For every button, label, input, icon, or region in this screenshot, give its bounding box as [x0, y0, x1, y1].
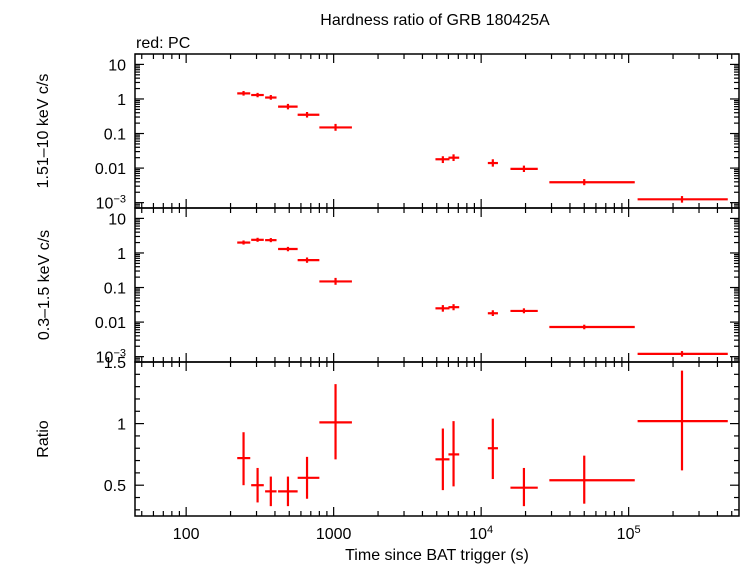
y-tick-label-text: 10 — [96, 350, 114, 367]
soft-band-y-axis-label: 0.3–1.5 keV c/s — [36, 230, 53, 340]
data-point — [448, 421, 460, 487]
y-tick-label-text: 1 — [117, 246, 126, 263]
x-tick-label: 100 — [173, 526, 200, 543]
ratio-y-tick-labels: 1.5 1 0.5 — [104, 355, 126, 495]
data-point — [487, 310, 498, 316]
data-point — [487, 159, 498, 167]
y-tick-label: 10−3 — [96, 194, 126, 213]
ratio-data-points — [237, 370, 728, 507]
x-tick-label-exponent: 5 — [634, 524, 640, 536]
data-point — [549, 179, 635, 186]
data-point — [251, 237, 264, 242]
data-point — [297, 257, 320, 263]
y-tick-label: 1 — [117, 246, 126, 263]
data-point — [237, 240, 251, 245]
data-point — [237, 432, 251, 486]
data-point — [510, 467, 538, 507]
data-point — [435, 428, 450, 491]
y-tick-label: 1 — [117, 92, 126, 109]
y-tick-label: 0.5 — [104, 478, 126, 495]
x-tick-label-text: 1000 — [316, 526, 352, 543]
y-tick-label: 0.1 — [104, 281, 126, 298]
data-point — [278, 103, 298, 110]
hard-band-ticks — [135, 53, 739, 209]
ratio-panel: 1.5 1 0.5 Ratio — [35, 355, 740, 517]
data-point — [319, 123, 352, 131]
data-point — [448, 154, 460, 162]
y-tick-label-text: 0.1 — [104, 127, 126, 144]
x-tick-label: 105 — [617, 524, 641, 543]
data-point — [265, 95, 277, 100]
y-tick-label: 0.1 — [104, 127, 126, 144]
y-tick-label: 1.5 — [104, 355, 126, 372]
series-legend: red: PC — [136, 35, 190, 52]
y-tick-label-text: 10 — [108, 57, 126, 74]
data-point — [487, 418, 498, 480]
x-tick-label-text: 10 — [469, 526, 487, 543]
soft-band-ticks — [135, 207, 739, 363]
y-tick-label-text: 10 — [96, 196, 114, 213]
y-tick-label-text: 0.01 — [95, 315, 126, 332]
y-tick-label: 1 — [117, 417, 126, 434]
data-point — [297, 456, 320, 499]
y-tick-label: 0.01 — [95, 315, 126, 332]
data-point — [448, 304, 460, 311]
x-tick-label: 1000 — [316, 526, 352, 543]
x-tick-label-exponent: 4 — [487, 524, 493, 536]
data-point — [265, 238, 277, 243]
soft-band-data-points — [237, 237, 728, 357]
y-tick-label: 10 — [108, 211, 126, 228]
data-point — [435, 156, 450, 164]
data-point — [637, 370, 728, 471]
chart-title: Hardness ratio of GRB 180425A — [320, 12, 550, 29]
data-point — [278, 476, 298, 507]
soft-band-panel-frame — [134, 207, 740, 363]
x-tick-label-text: 10 — [617, 526, 635, 543]
x-tick-label-text: 100 — [173, 526, 200, 543]
data-point — [637, 196, 728, 203]
data-point — [251, 467, 264, 503]
x-axis-label: Time since BAT trigger (s) — [345, 547, 529, 564]
y-tick-label-exponent: −3 — [113, 348, 126, 360]
data-point — [510, 308, 538, 314]
data-point — [278, 246, 298, 252]
data-point — [435, 305, 450, 312]
data-point — [319, 384, 352, 460]
data-point — [637, 351, 728, 357]
y-tick-label: 10−3 — [96, 348, 126, 367]
data-point — [510, 165, 538, 173]
y-tick-label-text: 1 — [117, 417, 126, 434]
y-tick-label: 0.01 — [95, 161, 126, 178]
x-tick-label: 104 — [469, 524, 493, 543]
y-tick-label-text: 10 — [108, 211, 126, 228]
data-point — [297, 111, 320, 118]
y-tick-label-text: 0.5 — [104, 478, 126, 495]
y-tick-label-exponent: −3 — [113, 194, 126, 206]
hard-band-data-points — [237, 91, 728, 203]
ratio-y-axis-label: Ratio — [35, 420, 52, 457]
hard-band-panel-frame — [134, 53, 740, 209]
y-tick-label-text: 0.01 — [95, 161, 126, 178]
y-tick-label-text: 1.5 — [104, 355, 126, 372]
data-point — [549, 455, 635, 504]
y-tick-label: 10 — [108, 57, 126, 74]
x-tick-labels: 100 1000 104 105 — [173, 524, 641, 543]
data-point — [265, 476, 277, 507]
data-point — [319, 277, 352, 285]
y-tick-label-text: 1 — [117, 92, 126, 109]
hard-band-y-axis-label: 1.51–10 keV c/s — [35, 74, 52, 189]
data-point — [549, 324, 635, 330]
ratio-ticks — [135, 361, 739, 516]
data-point — [251, 92, 264, 98]
ratio-panel-frame — [134, 361, 740, 517]
y-tick-label-text: 0.1 — [104, 281, 126, 298]
data-point — [237, 91, 251, 96]
